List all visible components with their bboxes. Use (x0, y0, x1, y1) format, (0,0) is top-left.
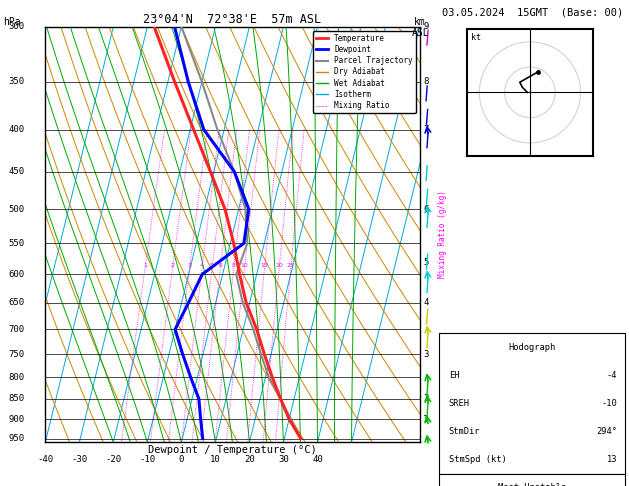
Text: 4: 4 (200, 262, 204, 268)
Text: 5: 5 (210, 262, 214, 268)
Text: 400: 400 (9, 125, 25, 134)
Text: kt: kt (470, 33, 481, 42)
Text: -20: -20 (105, 455, 121, 464)
Text: hPa: hPa (3, 17, 21, 27)
Text: -4: -4 (607, 371, 618, 380)
Text: 9: 9 (423, 22, 428, 31)
Text: 7: 7 (423, 125, 428, 134)
Text: 15: 15 (260, 262, 268, 268)
Text: 650: 650 (9, 298, 25, 308)
Text: 30: 30 (278, 455, 289, 464)
Text: EH: EH (449, 371, 459, 380)
FancyBboxPatch shape (439, 333, 625, 474)
Text: 10: 10 (210, 455, 221, 464)
Text: 900: 900 (9, 415, 25, 424)
Text: 3: 3 (423, 349, 428, 359)
Text: 03.05.2024  15GMT  (Base: 00): 03.05.2024 15GMT (Base: 00) (442, 7, 623, 17)
Text: ASL: ASL (411, 28, 429, 38)
Legend: Temperature, Dewpoint, Parcel Trajectory, Dry Adiabat, Wet Adiabat, Isotherm, Mi: Temperature, Dewpoint, Parcel Trajectory… (313, 31, 416, 113)
Text: 3: 3 (187, 262, 191, 268)
Text: km: km (415, 17, 426, 27)
Text: 850: 850 (9, 394, 25, 403)
Text: 1: 1 (143, 262, 147, 268)
FancyBboxPatch shape (439, 474, 625, 486)
Text: 450: 450 (9, 167, 25, 176)
Text: 13: 13 (607, 455, 618, 464)
Text: 350: 350 (9, 77, 25, 87)
Text: © weatheronline.co.uk: © weatheronline.co.uk (484, 473, 581, 482)
Text: -10: -10 (601, 399, 618, 408)
Text: Mixing Ratio (g/kg): Mixing Ratio (g/kg) (438, 191, 447, 278)
Title: 23°04'N  72°38'E  57m ASL: 23°04'N 72°38'E 57m ASL (143, 13, 321, 26)
Text: 2: 2 (423, 394, 428, 403)
Text: 2: 2 (170, 262, 174, 268)
Text: 1: 1 (423, 415, 428, 424)
Text: SREH: SREH (449, 399, 470, 408)
Text: 10: 10 (240, 262, 248, 268)
Text: Most Unstable: Most Unstable (498, 484, 566, 486)
Text: 40: 40 (312, 455, 323, 464)
Text: 300: 300 (9, 22, 25, 31)
Text: 800: 800 (9, 373, 25, 382)
Text: 750: 750 (9, 349, 25, 359)
Text: 8: 8 (423, 77, 428, 87)
Text: 550: 550 (9, 239, 25, 248)
Text: StmSpd (kt): StmSpd (kt) (449, 455, 506, 464)
Text: 500: 500 (9, 205, 25, 214)
Text: 8: 8 (231, 262, 235, 268)
Text: 294°: 294° (596, 427, 618, 436)
Text: Hodograph: Hodograph (508, 343, 556, 351)
Text: 25: 25 (287, 262, 294, 268)
Text: 4: 4 (423, 298, 428, 308)
Text: 6: 6 (218, 262, 222, 268)
Text: -40: -40 (37, 455, 53, 464)
Text: -30: -30 (71, 455, 87, 464)
Text: -10: -10 (139, 455, 155, 464)
Text: 600: 600 (9, 270, 25, 279)
Text: StmDir: StmDir (449, 427, 481, 436)
Text: 20: 20 (244, 455, 255, 464)
X-axis label: Dewpoint / Temperature (°C): Dewpoint / Temperature (°C) (148, 445, 317, 455)
Text: 700: 700 (9, 325, 25, 334)
Text: 950: 950 (9, 434, 25, 443)
Text: 20: 20 (275, 262, 283, 268)
Text: 6: 6 (423, 205, 428, 214)
Text: 5: 5 (423, 258, 428, 267)
Text: 0: 0 (179, 455, 184, 464)
